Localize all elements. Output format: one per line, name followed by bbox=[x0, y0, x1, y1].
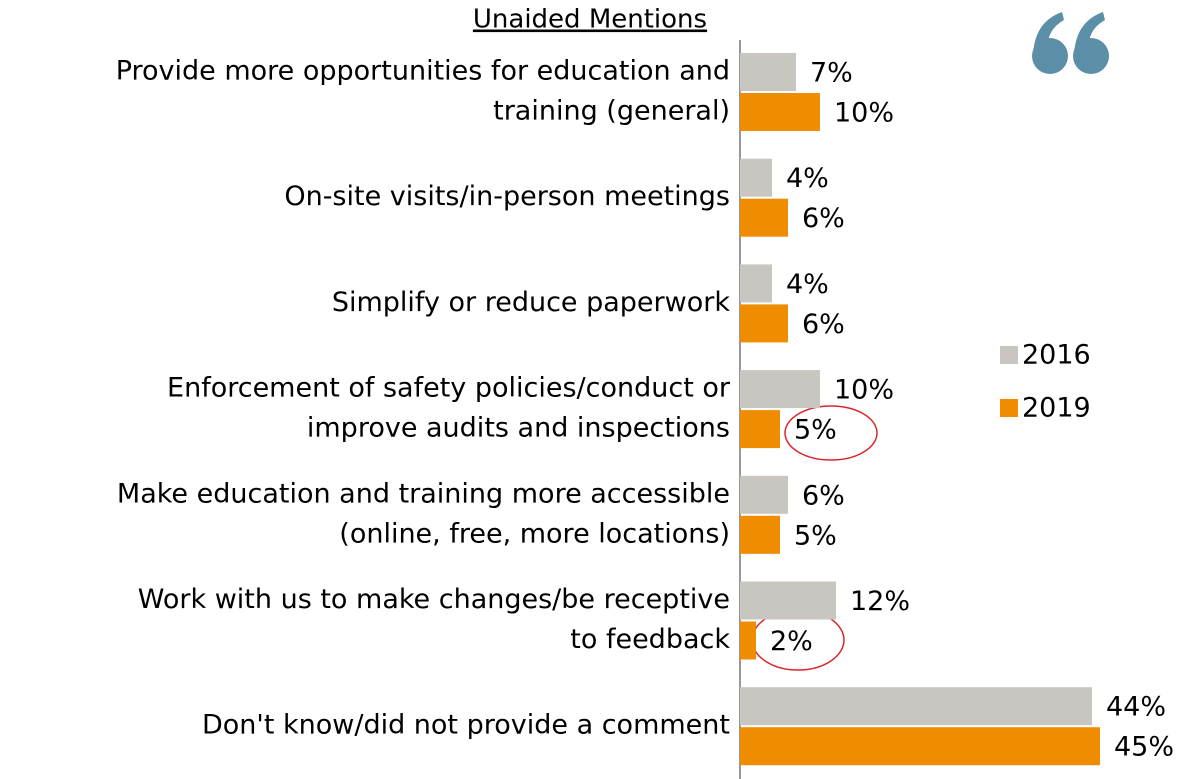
legend-label: 2016 bbox=[1022, 340, 1091, 371]
category-label: to feedback bbox=[570, 624, 730, 655]
bar bbox=[740, 687, 1092, 726]
category-label: Make education and training more accessi… bbox=[117, 478, 730, 509]
quote-icon bbox=[1032, 12, 1109, 74]
bar bbox=[740, 304, 788, 343]
highlight-ellipse bbox=[784, 405, 878, 461]
category-label: training (general) bbox=[493, 96, 730, 127]
value-label: 12% bbox=[850, 586, 910, 617]
category-label: Simplify or reduce paperwork bbox=[332, 287, 731, 318]
category-label: improve audits and inspections bbox=[307, 413, 730, 444]
legend-label: 2019 bbox=[1022, 393, 1091, 424]
value-label: 6% bbox=[802, 203, 845, 234]
bar bbox=[740, 410, 780, 449]
bar bbox=[740, 370, 820, 409]
value-label: 6% bbox=[802, 480, 845, 511]
value-label: 10% bbox=[834, 98, 894, 129]
value-label: 10% bbox=[834, 375, 894, 406]
value-label: 4% bbox=[786, 163, 829, 194]
bar bbox=[740, 53, 796, 91]
value-label: 6% bbox=[802, 309, 845, 340]
category-label: Don't know/did not provide a comment bbox=[202, 710, 730, 741]
category-label: On-site visits/in-person meetings bbox=[284, 181, 730, 212]
bar bbox=[740, 581, 836, 620]
chart-title: Unaided Mentions bbox=[473, 5, 707, 35]
bar bbox=[740, 158, 772, 197]
bar bbox=[740, 93, 820, 131]
value-label: 44% bbox=[1106, 692, 1166, 723]
value-label: 45% bbox=[1114, 732, 1174, 763]
bar bbox=[740, 621, 756, 660]
category-label: Provide more opportunities for education… bbox=[116, 56, 730, 87]
bar bbox=[740, 727, 1100, 766]
value-label: 7% bbox=[810, 58, 853, 89]
legend-swatch bbox=[1000, 346, 1018, 364]
category-label: Enforcement of safety policies/conduct o… bbox=[167, 373, 731, 404]
bar bbox=[740, 515, 780, 554]
value-label: 5% bbox=[794, 520, 837, 551]
value-label: 2% bbox=[770, 626, 813, 657]
legend-swatch bbox=[1000, 399, 1018, 417]
category-label: (online, free, more locations) bbox=[339, 518, 730, 549]
value-label: 4% bbox=[786, 269, 829, 300]
bar bbox=[740, 198, 788, 237]
category-label: Work with us to make changes/be receptiv… bbox=[138, 584, 730, 615]
bar bbox=[740, 475, 788, 514]
bar bbox=[740, 264, 772, 303]
value-label: 5% bbox=[794, 415, 837, 446]
